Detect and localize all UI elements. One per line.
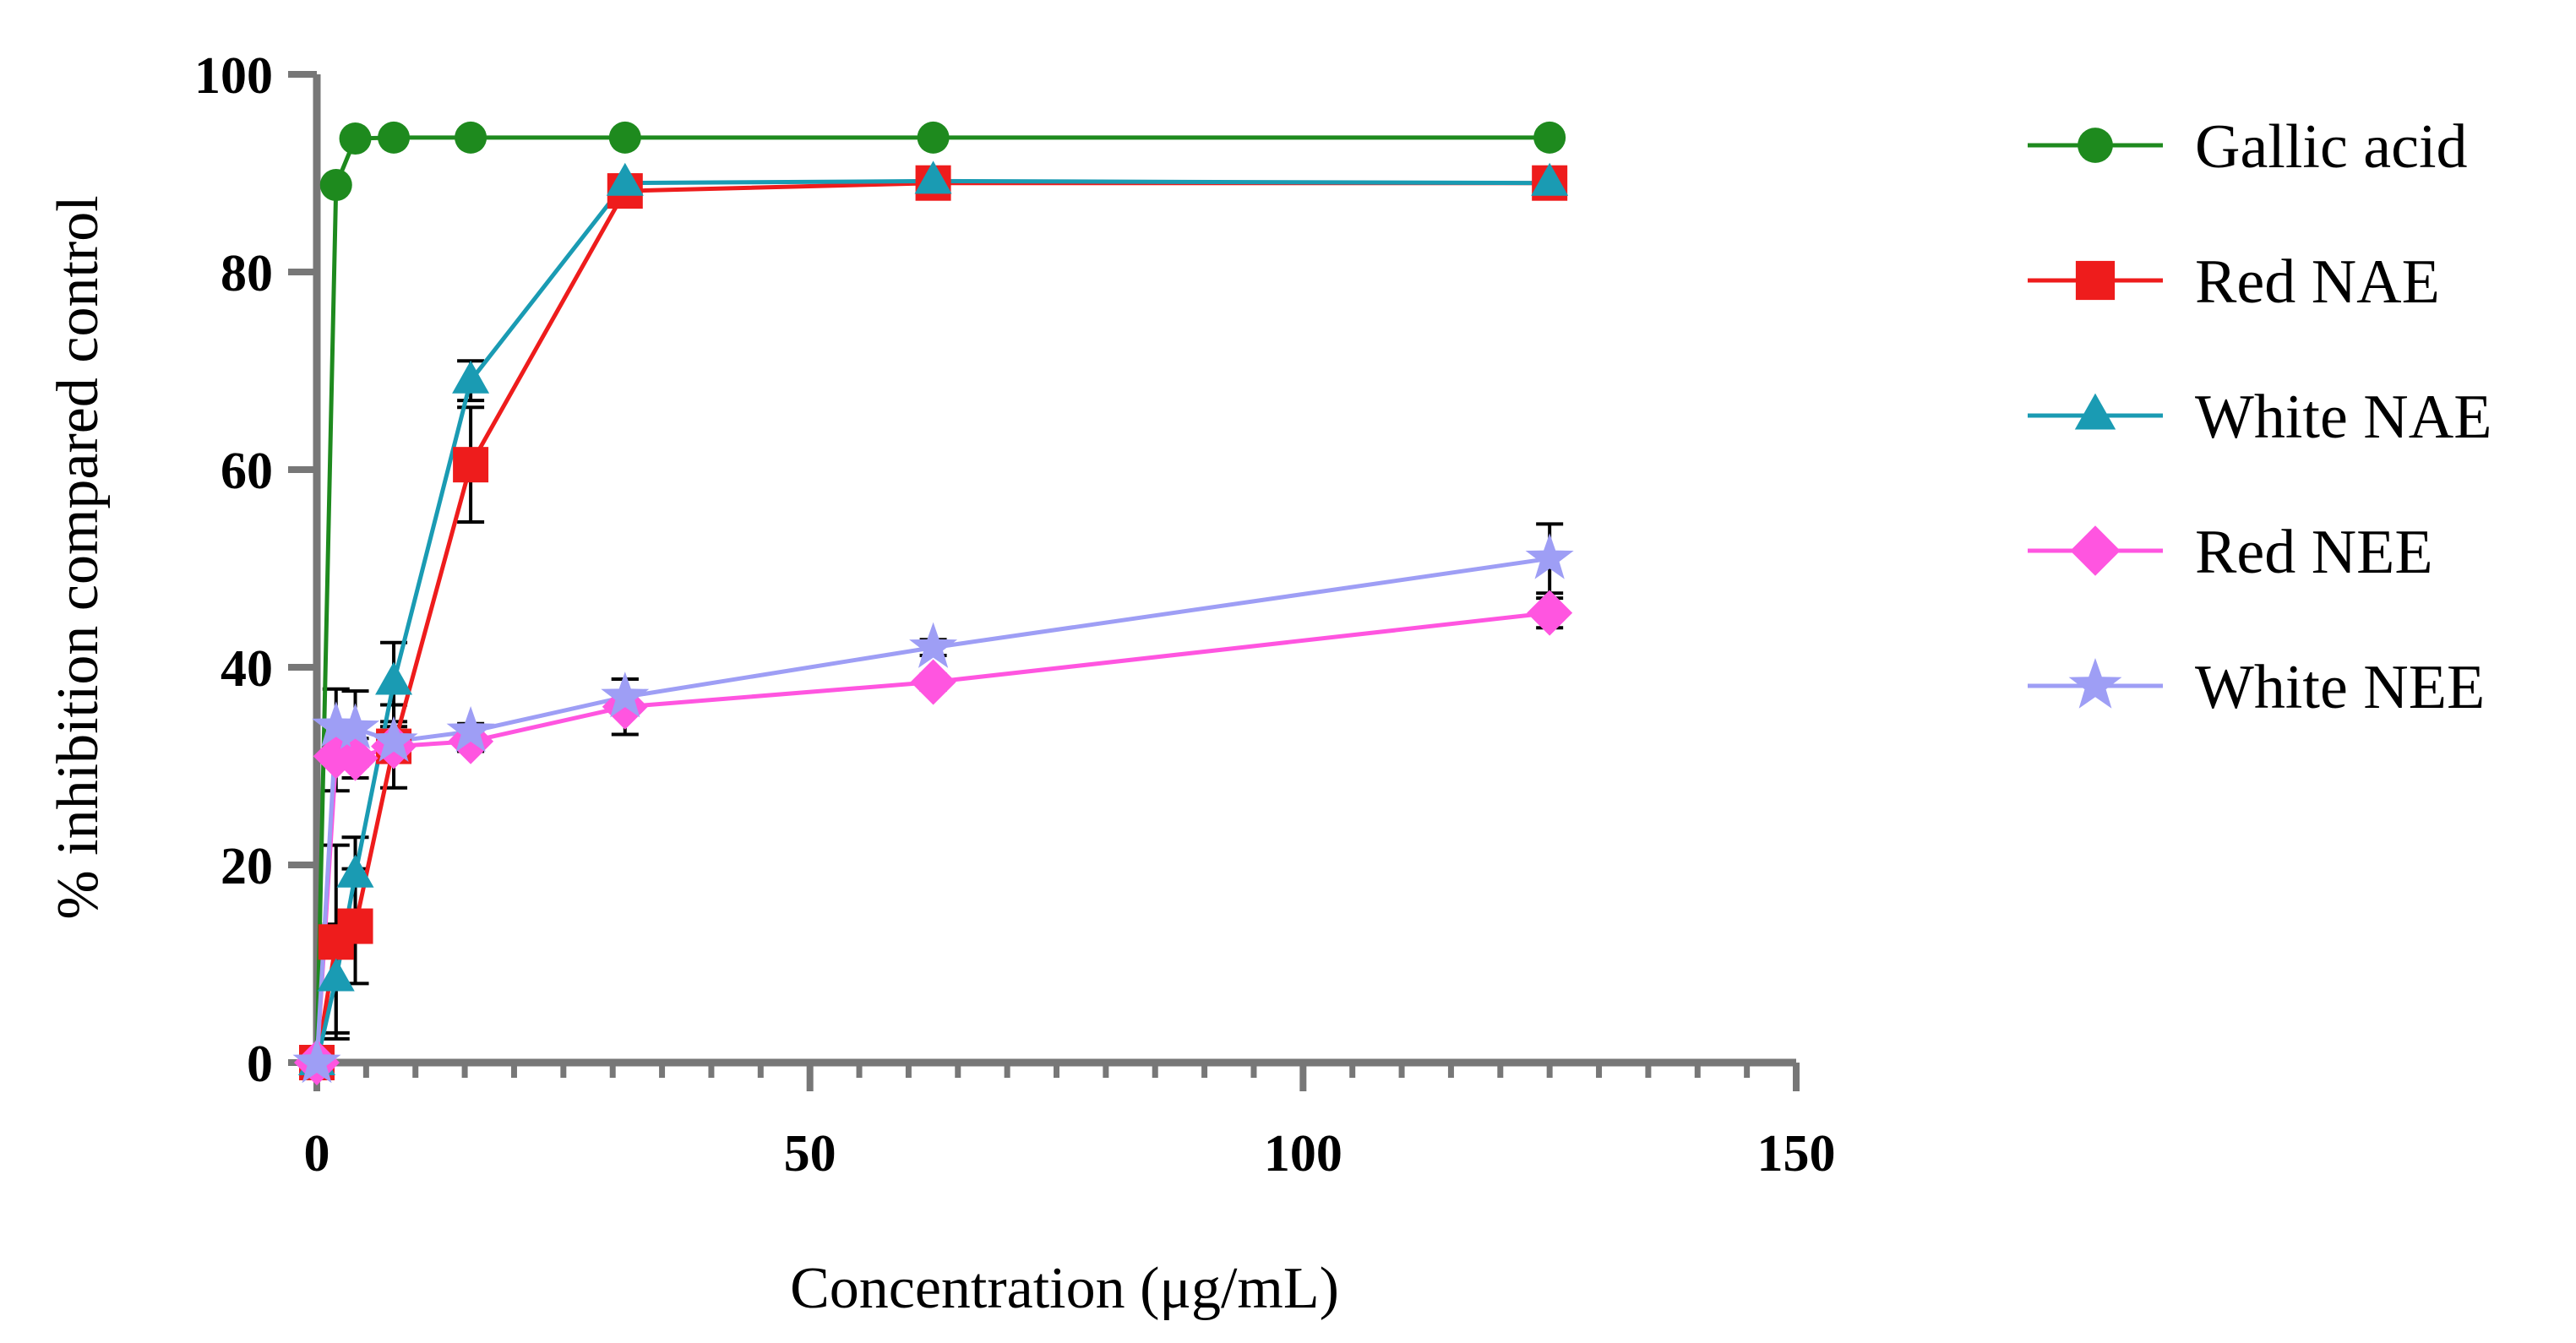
x-tick-label: 50 [784,1125,836,1183]
legend-marker-white-nee [2068,658,2122,709]
error-bars [322,173,1564,1041]
legend-item-red-nee: Red NEE [2028,518,2433,587]
y-tick-label: 80 [221,245,273,302]
point-white-nae [452,360,490,394]
point-white-nae [317,958,355,992]
point-gallic-acid [319,169,352,202]
point-white-nae [336,854,374,888]
point-gallic-acid [1533,121,1566,154]
legend-item-red-nae: Red NAE [2028,247,2440,317]
point-white-nae [914,160,952,194]
legend-marker-red-nae [2075,260,2116,301]
point-gallic-acid [378,121,411,154]
legend-label-white-nae: White NAE [2195,383,2492,452]
legend-marker-gallic-acid [2078,128,2113,163]
point-white-nee [601,672,650,718]
data-markers [292,121,1574,1085]
legend-marker-white-nae [2074,393,2116,430]
point-gallic-acid [455,121,487,154]
y-tick-label: 40 [221,640,273,698]
point-red-nee [910,659,956,705]
legend-label-white-nee: White NEE [2195,653,2485,722]
y-axis-title: % inhibition compared control [46,195,111,919]
legend: Gallic acid Red NAE White NAE Red NEE White … [2028,112,2492,722]
x-tick-label: 100 [1264,1125,1342,1183]
point-red-nae [453,447,489,483]
point-white-nee [292,1037,341,1084]
legend-item-white-nae: White NAE [2028,383,2492,452]
legend-item-gallic-acid: Gallic acid [2028,112,2468,182]
legend-marker-red-nee [2070,525,2121,576]
point-white-nae [606,162,644,196]
point-white-nee [909,622,958,668]
x-tick-label: 150 [1757,1125,1836,1183]
series-line-white-nae [314,178,1550,1063]
series-lines [314,135,1550,1063]
legend-item-white-nee: White NEE [2028,653,2485,722]
y-tick-label: 60 [221,443,273,500]
point-white-nee [369,715,418,762]
point-red-nee [332,735,379,781]
point-gallic-acid [608,121,641,154]
legend-label-gallic-acid: Gallic acid [2195,112,2468,182]
point-white-nee [446,706,495,753]
point-white-nae [375,661,413,695]
point-red-nae [337,908,373,944]
legend-label-red-nee: Red NEE [2195,518,2433,587]
y-tick-label: 0 [247,1036,273,1093]
series-line-gallic-acid [314,135,1550,1063]
point-white-nee [1525,533,1574,579]
point-gallic-acid [339,122,372,155]
axes: 0 50 100 150 0 20 40 60 80 100 [194,47,1836,1183]
y-tick-label: 100 [194,47,273,105]
point-white-nae [1531,162,1569,196]
x-tick-label: 0 [304,1125,330,1183]
point-red-nee [1527,590,1573,636]
y-tick-label: 20 [221,838,273,895]
x-axis-title: Concentration (μg/mL) [790,1256,1339,1321]
legend-label-red-nae: Red NAE [2195,247,2440,317]
point-white-nee [331,703,380,749]
point-gallic-acid [917,121,950,154]
